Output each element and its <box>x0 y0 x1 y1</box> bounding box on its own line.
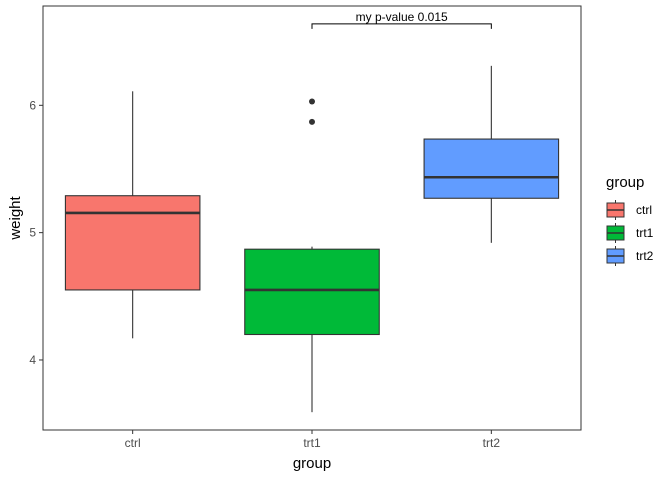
y-tick-label: 4 <box>29 353 36 367</box>
box-body <box>64 195 201 291</box>
legend-label: trt1 <box>636 226 654 240</box>
y-tick-label: 6 <box>29 98 36 112</box>
x-axis-title: group <box>293 455 331 472</box>
box-trt2 <box>423 65 560 243</box>
y-axis: 4 5 6 <box>29 98 43 367</box>
x-axis: ctrl trt1 trt2 <box>125 430 501 450</box>
legend-item-trt2: trt2 <box>605 246 654 266</box>
p-value-bracket <box>311 23 492 29</box>
y-axis-title: weight <box>7 195 24 240</box>
legend-label: trt2 <box>636 249 654 263</box>
legend-title: group <box>606 174 644 191</box>
y-tick-label: 5 <box>29 226 36 240</box>
box-trt1 <box>244 98 380 413</box>
box-body <box>423 138 560 199</box>
box-body <box>244 248 380 336</box>
legend-item-trt1: trt1 <box>605 223 654 243</box>
p-value-label: my p-value 0.015 <box>356 10 448 24</box>
legend-item-ctrl: ctrl <box>605 200 652 220</box>
outlier-point <box>309 98 315 105</box>
legend-items: ctrl trt1 trt2 <box>605 200 654 266</box>
x-tick-label: ctrl <box>125 436 141 450</box>
annotation-layer: my p-value 0.015 <box>311 10 492 29</box>
outlier-point <box>309 118 315 125</box>
boxes-layer <box>64 65 560 413</box>
legend-label: ctrl <box>636 203 652 217</box>
legend: group ctrl trt1 trt2 <box>605 174 654 266</box>
box-ctrl <box>64 91 201 339</box>
x-tick-label: trt2 <box>483 436 501 450</box>
x-tick-label: trt1 <box>303 436 321 450</box>
